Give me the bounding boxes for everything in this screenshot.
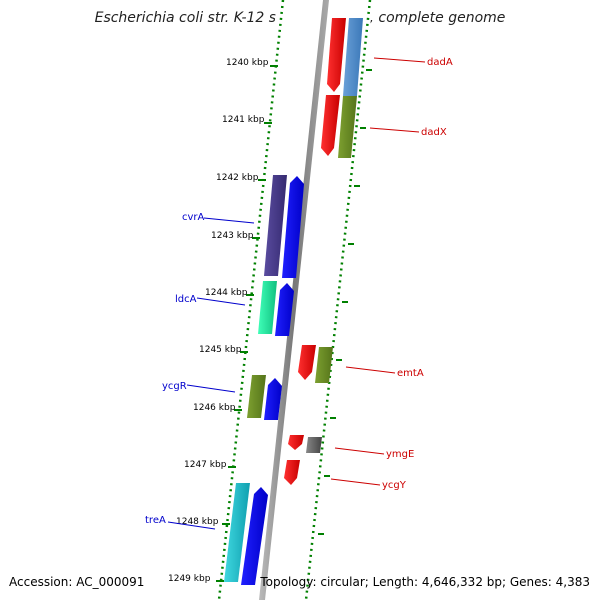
- gene-ycgY-arrow: [284, 460, 300, 485]
- outer-minor-ticks: [318, 69, 372, 535]
- gene-dadX-label: dadX: [421, 127, 447, 138]
- accession-text: Accession: AC_000091: [9, 575, 145, 589]
- tick-label: 1249 kbp: [168, 574, 211, 584]
- tick-label: 1246 kbp: [193, 403, 236, 413]
- tick-label: 1245 kbp: [199, 345, 242, 355]
- tick-label: 1243 kbp: [211, 231, 254, 241]
- gene-dadA-label: dadA: [427, 57, 453, 68]
- gene-emtA-label: emtA: [397, 368, 424, 379]
- gene-emtA-cog-block: [315, 347, 333, 383]
- tick-group: 1240 kbp 1241 kbp 1242 kbp 1243 kbp 1244…: [168, 58, 278, 584]
- gene-cvrA-label: cvrA: [182, 212, 205, 223]
- gene-treA-leader: [167, 521, 216, 530]
- gene-ymgE-arrow: [288, 435, 304, 450]
- tick-label: 1247 kbp: [184, 460, 227, 470]
- gene-dadX-leader: [369, 127, 420, 133]
- gene-emtA-arrow: [298, 345, 316, 380]
- gene-dadX[interactable]: dadX: [321, 95, 447, 158]
- gene-dadX-arrow: [321, 95, 340, 156]
- gene-ldcA-label: ldcA: [175, 294, 197, 305]
- outer-dotted-ring: [304, 0, 372, 600]
- gene-ycgY-leader: [330, 478, 381, 486]
- gene-dadA[interactable]: dadA: [327, 18, 453, 96]
- tick-label: 1240 kbp: [226, 58, 269, 68]
- gene-dadA-cog-block: [343, 18, 363, 96]
- gene-ymgE-leader: [334, 447, 385, 455]
- gene-ycgR[interactable]: ycgR: [162, 375, 282, 420]
- gene-ldcA-leader: [196, 297, 246, 306]
- gene-ymgE-cog-block: [306, 437, 322, 453]
- gene-ycgR-leader: [186, 384, 236, 393]
- gene-ldcA[interactable]: ldcA: [175, 281, 294, 336]
- gene-dadA-leader: [373, 57, 426, 63]
- tick-label: 1244 kbp: [205, 288, 248, 298]
- gene-emtA[interactable]: emtA: [298, 345, 424, 383]
- gene-ymgE-label: ymgE: [386, 449, 414, 460]
- gene-treA-label: treA: [145, 515, 166, 526]
- gene-emtA-leader: [345, 366, 396, 374]
- tick-label: 1242 kbp: [216, 173, 259, 183]
- genome-backbone: [259, 0, 329, 600]
- gene-ldcA-arrow: [275, 283, 294, 336]
- gene-ycgR-label: ycgR: [162, 381, 187, 392]
- inner-dotted-ring: [217, 0, 285, 600]
- gene-dadX-cog-block: [338, 96, 357, 158]
- gene-ycgY-label: ycgY: [382, 480, 407, 491]
- gene-treA-arrow: [241, 487, 268, 585]
- gene-treA[interactable]: treA: [145, 483, 268, 585]
- gene-ycgY[interactable]: ycgY: [284, 460, 407, 491]
- gene-cvrA[interactable]: cvrA: [182, 175, 304, 278]
- gene-ymgE[interactable]: ymgE: [288, 435, 414, 460]
- genome-summary-text: Topology: circular; Length: 4,646,332 bp…: [260, 575, 590, 589]
- gene-ycgR-arrow: [264, 378, 282, 420]
- tick-label: 1248 kbp: [176, 517, 219, 527]
- gene-ycgR-cog-block: [247, 375, 266, 418]
- gene-cvrA-cog-block: [264, 175, 287, 276]
- tick-label: 1241 kbp: [222, 115, 265, 125]
- gene-ldcA-cog-block: [258, 281, 277, 334]
- gene-cvrA-leader: [203, 217, 255, 224]
- gene-cvrA-arrow: [282, 176, 304, 278]
- gene-dadA-arrow: [327, 18, 346, 92]
- gene-treA-cog-block: [224, 483, 250, 582]
